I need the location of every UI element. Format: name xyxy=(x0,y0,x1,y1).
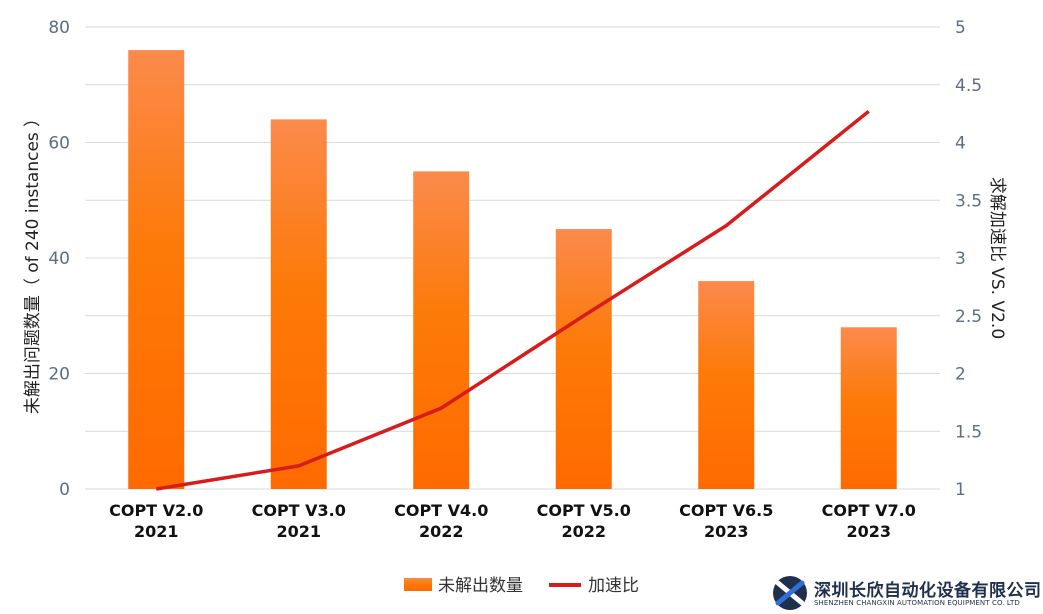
y-tick-label: 60 xyxy=(48,134,70,154)
x-tick-year: 2021 xyxy=(134,522,179,541)
line-series xyxy=(155,109,870,491)
legend: 未解出数量 加速比 xyxy=(404,576,639,596)
gridlines xyxy=(85,26,940,490)
y2-axis-label: 求解加速比 VS. V2.0 xyxy=(987,177,1007,339)
y2-tick-label: 2.5 xyxy=(955,307,982,327)
y2-tick-label: 3 xyxy=(955,249,966,269)
x-tick-label: COPT V2.0 xyxy=(109,501,203,520)
x-axis-ticks: COPT V2.0 2021 COPT V3.0 2021 COPT V4.0 2022 C… xyxy=(109,501,916,541)
company-logo: 深圳长欣自动化设备有限公司 SHENZHEN CHANGXIN AUTOMATI… xyxy=(772,573,1042,613)
right-axis-ticks: 1 1.5 2 2.5 3 3.5 4 4.5 5 xyxy=(955,18,982,500)
x-tick-label: COPT V6.5 xyxy=(679,501,773,520)
bar xyxy=(128,50,185,489)
x-tick-label: COPT V5.0 xyxy=(537,501,631,520)
y-tick-label: 80 xyxy=(48,18,70,38)
bar xyxy=(698,281,755,489)
bar xyxy=(555,229,612,489)
legend-line-label: 加速比 xyxy=(588,576,639,596)
y-axis-label: 未解出问题数量（ of 240 instances ） xyxy=(23,110,43,414)
company-logo-icon xyxy=(773,576,807,610)
y-tick-label: 0 xyxy=(59,480,70,500)
y2-tick-label: 3.5 xyxy=(955,191,982,211)
y2-tick-label: 4.5 xyxy=(955,76,982,96)
x-tick-label: COPT V3.0 xyxy=(252,501,346,520)
y-tick-label: 20 xyxy=(48,365,70,385)
bar xyxy=(270,119,327,490)
legend-bar-swatch xyxy=(404,578,432,591)
company-name-en: SHENZHEN CHANGXIN AUTOMATION EQUIPMENT C… xyxy=(814,599,1020,607)
y2-tick-label: 1 xyxy=(955,480,966,500)
bar xyxy=(840,327,897,489)
speedup-line xyxy=(155,109,870,491)
bar xyxy=(413,171,470,489)
x-tick-label: COPT V4.0 xyxy=(394,501,488,520)
y2-tick-label: 5 xyxy=(955,18,966,38)
x-tick-year: 2023 xyxy=(846,522,891,541)
x-tick-year: 2023 xyxy=(704,522,749,541)
y2-tick-label: 2 xyxy=(955,365,966,385)
y-tick-label: 40 xyxy=(48,249,70,269)
x-tick-year: 2022 xyxy=(419,522,464,541)
left-axis-ticks: 0 20 40 60 80 xyxy=(48,18,70,500)
x-tick-year: 2021 xyxy=(276,522,321,541)
company-name-cn: 深圳长欣自动化设备有限公司 xyxy=(814,581,1042,601)
x-tick-year: 2022 xyxy=(561,522,606,541)
legend-bar-label: 未解出数量 xyxy=(438,576,523,596)
x-tick-label: COPT V7.0 xyxy=(822,501,916,520)
bar-series xyxy=(128,50,897,490)
y2-tick-label: 1.5 xyxy=(955,422,982,442)
y2-tick-label: 4 xyxy=(955,134,966,154)
